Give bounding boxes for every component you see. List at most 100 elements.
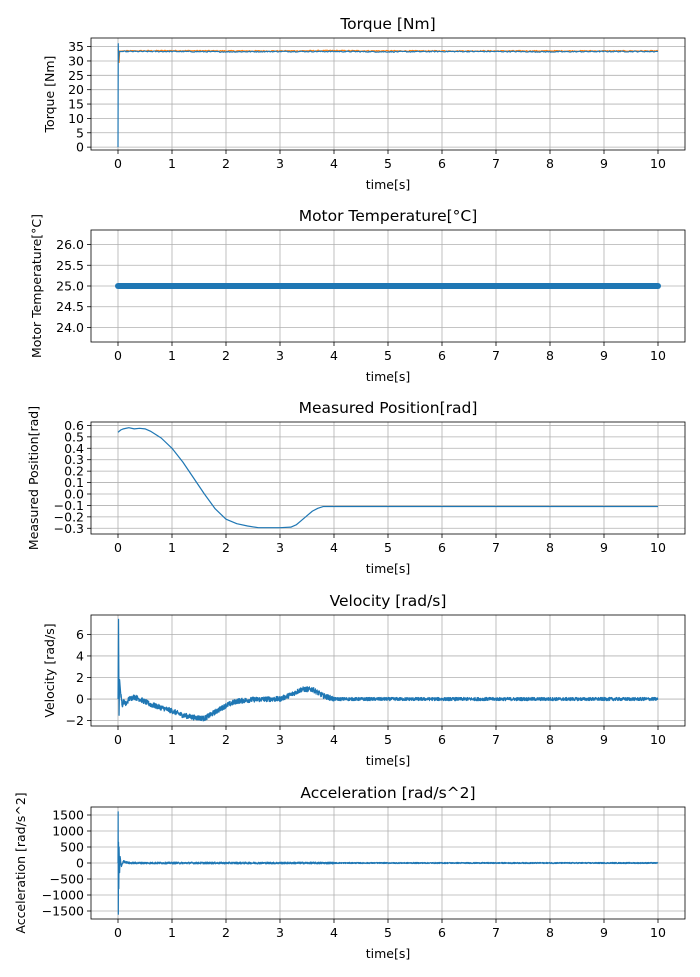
x-tick-label: 5: [384, 348, 392, 363]
y-tick-label: 10: [68, 111, 84, 126]
x-tick-label: 3: [276, 732, 284, 747]
y-tick-label: 1500: [52, 808, 84, 823]
x-axis-label: time[s]: [366, 369, 411, 384]
y-tick-label: −2: [66, 713, 84, 728]
x-tick-label: 0: [114, 925, 122, 940]
x-tick-label: 7: [492, 925, 500, 940]
y-axis-label: Velocity [rad/s]: [42, 623, 57, 717]
x-axis-label: time[s]: [366, 177, 411, 192]
y-tick-label: 0.3: [64, 452, 84, 467]
x-tick-label: 5: [384, 732, 392, 747]
y-tick-label: 20: [68, 82, 84, 97]
x-tick-label: 0: [114, 348, 122, 363]
subplot-title: Torque [Nm]: [339, 15, 435, 33]
x-tick-label: 2: [222, 732, 230, 747]
x-tick-label: 2: [222, 540, 230, 555]
x-tick-label: 9: [600, 540, 608, 555]
x-tick-label: 5: [384, 156, 392, 171]
y-tick-label: −1000: [42, 888, 84, 903]
y-tick-label: 30: [68, 53, 84, 68]
x-tick-label: 1: [168, 156, 176, 171]
x-tick-label: 4: [330, 540, 338, 555]
x-tick-label: 5: [384, 540, 392, 555]
x-tick-label: 1: [168, 348, 176, 363]
x-tick-label: 8: [546, 156, 554, 171]
x-tick-label: 2: [222, 348, 230, 363]
x-tick-label: 4: [330, 348, 338, 363]
y-tick-label: −0.2: [54, 509, 84, 524]
x-tick-label: 7: [492, 348, 500, 363]
y-tick-label: 25.0: [56, 279, 84, 294]
x-tick-label: 9: [600, 925, 608, 940]
y-tick-label: 0.4: [64, 441, 84, 456]
x-tick-label: 8: [546, 348, 554, 363]
subplot-title: Motor Temperature[°C]: [299, 207, 478, 225]
x-axis-label: time[s]: [366, 946, 411, 961]
x-tick-label: 0: [114, 540, 122, 555]
x-tick-label: 10: [650, 156, 666, 171]
x-tick-label: 0: [114, 156, 122, 171]
x-tick-label: 7: [492, 732, 500, 747]
x-tick-label: 1: [168, 925, 176, 940]
y-tick-label: 0: [76, 692, 84, 707]
x-axis-label: time[s]: [366, 561, 411, 576]
x-tick-label: 9: [600, 348, 608, 363]
x-tick-label: 7: [492, 540, 500, 555]
y-tick-label: 6: [76, 627, 84, 642]
y-tick-label: 15: [68, 97, 84, 112]
x-tick-label: 9: [600, 732, 608, 747]
y-tick-label: 0.0: [64, 487, 84, 502]
y-tick-label: 25.5: [56, 258, 84, 273]
x-tick-label: 9: [600, 156, 608, 171]
y-tick-label: −0.3: [54, 521, 84, 536]
x-tick-label: 6: [438, 925, 446, 940]
y-tick-label: −500: [50, 872, 84, 887]
x-tick-label: 4: [330, 732, 338, 747]
y-axis-label: Acceleration [rad/s^2]: [13, 792, 28, 933]
y-tick-label: 35: [68, 39, 84, 54]
y-tick-label: 24.5: [56, 299, 84, 314]
y-tick-label: 0.6: [64, 418, 84, 433]
x-tick-label: 10: [650, 925, 666, 940]
x-tick-label: 4: [330, 156, 338, 171]
y-tick-label: 500: [60, 840, 84, 855]
x-tick-label: 3: [276, 348, 284, 363]
subplot-title: Velocity [rad/s]: [330, 592, 447, 610]
x-tick-label: 6: [438, 156, 446, 171]
x-tick-label: 6: [438, 732, 446, 747]
x-tick-label: 3: [276, 925, 284, 940]
x-tick-label: 8: [546, 925, 554, 940]
x-tick-label: 10: [650, 540, 666, 555]
y-tick-label: 26.0: [56, 237, 84, 252]
y-tick-label: 4: [76, 648, 84, 663]
y-tick-label: −1500: [42, 904, 84, 919]
y-tick-label: 5: [76, 125, 84, 140]
subplot-title: Acceleration [rad/s^2]: [300, 784, 475, 802]
x-tick-label: 1: [168, 540, 176, 555]
series-line: [117, 811, 659, 915]
series-line: [117, 618, 659, 722]
subplot-4: 0 1 2 3 4 5 6 7 8 9 10 −2 0 2 4 6 Velocity [rad/s] time[s…: [42, 592, 686, 768]
x-tick-label: 1: [168, 732, 176, 747]
x-tick-label: 7: [492, 156, 500, 171]
x-tick-label: 2: [222, 925, 230, 940]
x-tick-label: 3: [276, 540, 284, 555]
x-tick-label: 8: [546, 540, 554, 555]
y-tick-label: 1000: [52, 824, 84, 839]
y-tick-label: −0.1: [54, 498, 84, 513]
x-tick-label: 10: [650, 348, 666, 363]
subplot-5: 0 1 2 3 4 5 6 7 8 9 10−1500−1000−500050010001500Ac…: [13, 784, 686, 961]
x-tick-label: 4: [330, 925, 338, 940]
y-tick-label: 0.5: [64, 429, 84, 444]
x-tick-label: 10: [650, 732, 666, 747]
subplot-2: 0 1 2 3 4 5 6 7 8 9 10 24.0 24.5 25.0 25.5 26.0 Motor Te…: [29, 207, 686, 384]
x-tick-label: 6: [438, 348, 446, 363]
y-tick-label: 0: [76, 140, 84, 155]
subplot-3: 0 1 2 3 4 5 6 7 8 9 10−0.3−0.2−0.10.00.10.20.30.40…: [26, 399, 686, 576]
x-tick-label: 6: [438, 540, 446, 555]
series-line: [117, 427, 658, 529]
y-tick-label: 25: [68, 68, 84, 83]
x-tick-label: 0: [114, 732, 122, 747]
x-tick-label: 8: [546, 732, 554, 747]
y-axis-label: Torque [Nm]: [42, 56, 57, 134]
